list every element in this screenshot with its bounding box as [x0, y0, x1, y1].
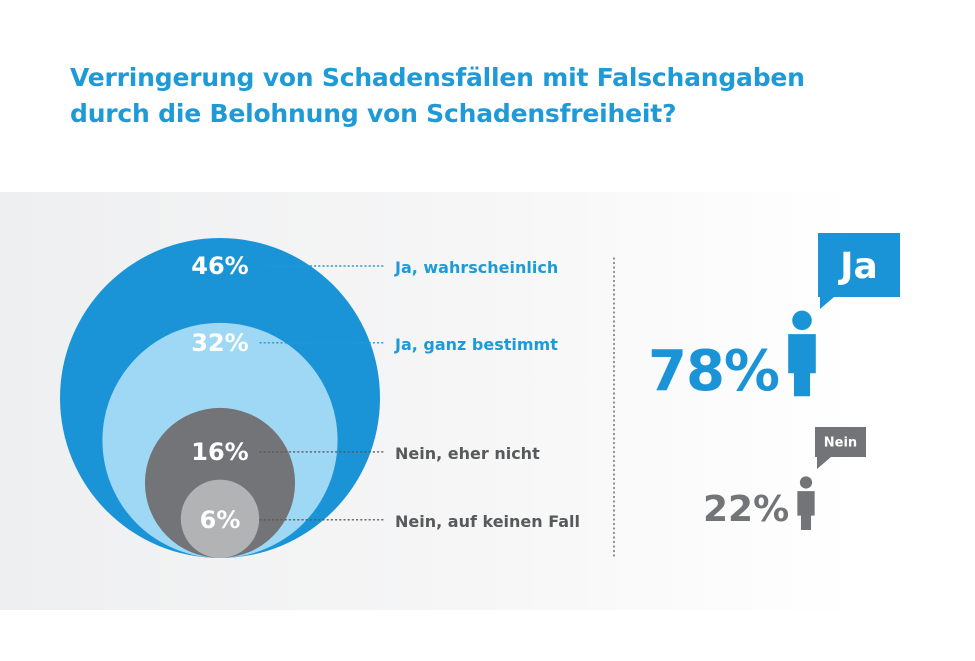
- percent-label-ja-ganz-bestimmt: 32%: [191, 329, 248, 357]
- percent-label-nein-auf-keinen-fall: 6%: [200, 506, 241, 534]
- summary-group: 78% Ja 22% Nein: [648, 233, 900, 530]
- person-ja-icon-head: [792, 310, 812, 331]
- legend-labels: Ja, wahrscheinlich Ja, ganz bestimmt Nein,…: [394, 258, 580, 531]
- legend-label-nein-auf-keinen-fall: Nein, auf keinen Fall: [395, 512, 580, 531]
- speech-bubble-nein-label: Nein: [824, 436, 857, 451]
- percent-label-ja-wahrscheinlich: 46%: [191, 252, 248, 280]
- chart-title: Verringerung von Schadensfällen mit Fals…: [70, 60, 890, 132]
- legend-label-nein-eher-nicht: Nein, eher nicht: [395, 444, 540, 463]
- speech-bubble-ja-label: Ja: [837, 246, 878, 287]
- percent-labels: 46% 32% 16% 6%: [191, 252, 248, 534]
- person-nein-icon: [797, 476, 815, 530]
- speech-bubble-nein: Nein: [815, 427, 866, 469]
- circle-nein-auf-keinen-fall: [180, 479, 260, 558]
- speech-bubble-ja-shape: [818, 233, 900, 309]
- legend-label-ja-ganz-bestimmt: Ja, ganz bestimmt: [394, 335, 558, 354]
- speech-bubble-nein-shape: [815, 427, 866, 469]
- speech-bubble-ja: Ja: [818, 233, 900, 309]
- summary-percent-nein: 22%: [703, 489, 789, 530]
- person-nein-icon-head: [799, 476, 813, 489]
- legend-label-ja-wahrscheinlich: Ja, wahrscheinlich: [394, 258, 558, 277]
- chart-title-line-2: durch die Belohnung von Schadensfreiheit…: [70, 99, 677, 128]
- person-ja-icon: [788, 310, 816, 397]
- percent-label-nein-eher-nicht: 16%: [191, 438, 248, 466]
- chart-title-line-1: Verringerung von Schadensfällen mit Fals…: [70, 63, 805, 92]
- leader-lines: [259, 265, 385, 521]
- nested-circles: [60, 238, 380, 558]
- person-nein-icon-body: [797, 491, 815, 530]
- summary-percent-ja: 78%: [648, 339, 779, 404]
- person-ja-icon-body: [788, 334, 816, 397]
